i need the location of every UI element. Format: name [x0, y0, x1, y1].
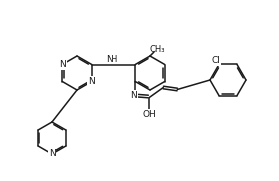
Text: N: N	[130, 91, 137, 100]
Text: N: N	[59, 60, 66, 69]
Text: N: N	[106, 55, 113, 64]
Text: CH₃: CH₃	[149, 45, 165, 54]
Text: N: N	[88, 77, 95, 86]
Text: OH: OH	[142, 110, 156, 119]
Text: N: N	[49, 150, 55, 159]
Text: H: H	[110, 55, 117, 64]
Text: Cl: Cl	[211, 56, 220, 65]
